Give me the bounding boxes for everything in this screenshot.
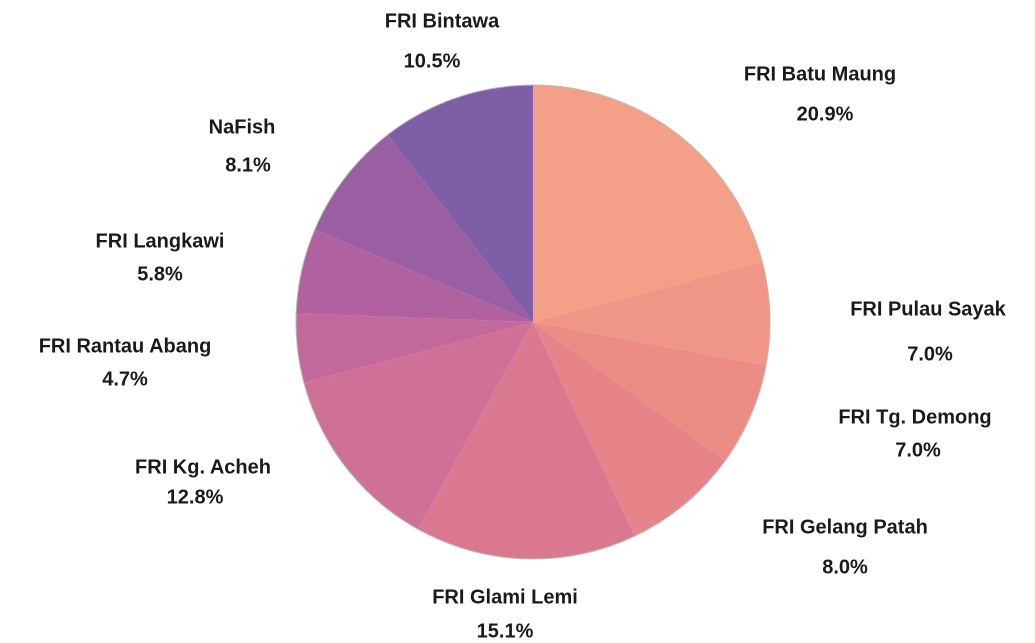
pie-outline (295, 84, 771, 560)
slice-label: FRI Pulau Sayak (850, 298, 1006, 320)
slice-label: FRI Bintawa (385, 10, 500, 32)
pie-slice (418, 322, 635, 559)
pie-slice (533, 322, 767, 461)
pie-slice (314, 134, 533, 322)
slice-value-label: 8.1% (225, 154, 271, 176)
slice-label: FRI Batu Maung (744, 63, 896, 85)
slice-label: NaFish (209, 116, 276, 138)
slice-value-label: 10.5% (404, 50, 461, 72)
slice-label: FRI Glami Lemi (432, 586, 578, 608)
slice-value-label: 15.1% (477, 620, 534, 642)
pie-slice (533, 322, 726, 537)
pie-slice (533, 85, 763, 322)
slice-value-label: 12.8% (167, 486, 224, 508)
slice-value-label: 7.0% (907, 343, 953, 365)
slice-value-label: 7.0% (895, 439, 941, 461)
pie-slice (296, 229, 533, 322)
slice-value-label: 4.7% (102, 368, 148, 390)
pie-slice (296, 313, 533, 383)
slice-label: FRI Rantau Abang (39, 335, 212, 357)
pie-slice (533, 261, 770, 366)
slice-value-label: 8.0% (822, 556, 868, 578)
slice-value-label: 20.9% (797, 103, 854, 125)
slice-value-label: 5.8% (137, 263, 183, 285)
slice-label: FRI Tg. Demong (838, 406, 991, 428)
pie-slice (303, 322, 533, 530)
slice-label: FRI Langkawi (96, 230, 225, 252)
slice-label: FRI Kg. Acheh (135, 456, 271, 478)
slice-label: FRI Gelang Patah (762, 516, 928, 538)
pie-slice (387, 85, 533, 322)
